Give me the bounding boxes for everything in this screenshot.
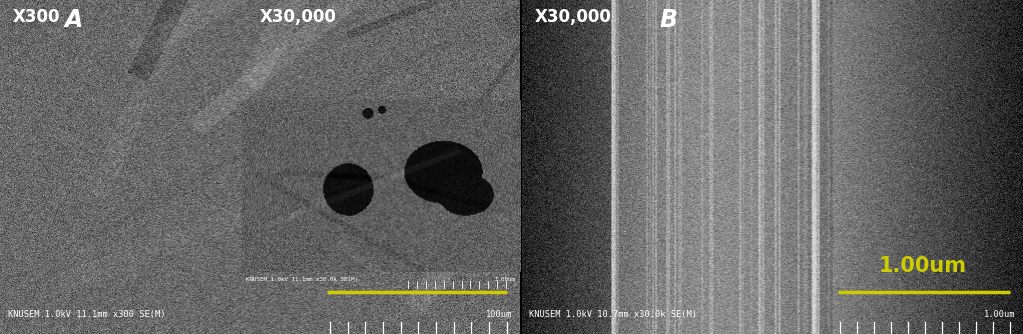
Text: KNUSEM 1.0kV 10.7mm x30.0k SE(M): KNUSEM 1.0kV 10.7mm x30.0k SE(M) <box>529 310 698 319</box>
Text: KNUSEM 1.0kV 11.1mm x30.0k SE(M): KNUSEM 1.0kV 11.1mm x30.0k SE(M) <box>246 277 358 282</box>
Text: X30,000: X30,000 <box>534 8 611 26</box>
Text: 1.00um: 1.00um <box>879 256 967 276</box>
Text: X300: X300 <box>13 8 60 26</box>
Text: 1.00um: 1.00um <box>494 277 516 282</box>
Text: 100um: 100um <box>375 256 456 276</box>
Text: B: B <box>660 8 677 32</box>
Text: KNUSEM 1.0kV 11.1mm x300 SE(M): KNUSEM 1.0kV 11.1mm x300 SE(M) <box>8 310 166 319</box>
Text: 100um: 100um <box>486 310 512 319</box>
Text: X30,000: X30,000 <box>260 8 337 26</box>
Text: 1.00um: 1.00um <box>984 310 1016 319</box>
Text: A: A <box>65 8 83 32</box>
